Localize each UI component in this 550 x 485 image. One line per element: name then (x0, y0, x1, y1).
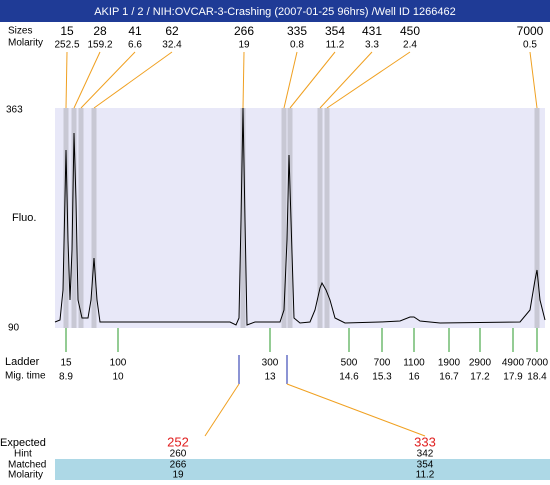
molarity: 19 (172, 470, 184, 480)
ladder-size: 100 (110, 358, 127, 369)
ladder-size: 1100 (403, 358, 425, 369)
molarity: 11.2 (416, 470, 435, 480)
y-max: 363 (6, 105, 23, 116)
ladder-size: 2900 (469, 358, 492, 369)
peak-band (287, 108, 293, 328)
ladder-size: 500 (341, 358, 358, 369)
ladder-size: 15 (60, 358, 72, 369)
mig-time: 16.7 (439, 372, 459, 383)
expected: 333 (414, 434, 436, 449)
peak-band (534, 108, 540, 328)
migtime-label: Mig. time (5, 371, 46, 382)
molarity: 252.5 (54, 40, 79, 51)
molarity: 32.4 (162, 40, 182, 51)
trace (54, 107, 546, 326)
hint-label: Hint (14, 449, 32, 460)
peak-band (63, 108, 69, 328)
molarity: 19 (238, 40, 250, 51)
mig-time: 18.4 (527, 372, 547, 383)
molarity: 0.8 (290, 40, 304, 51)
expected: 252 (167, 434, 189, 449)
mig-time: 10 (112, 372, 124, 383)
ladder-size: 7000 (526, 358, 549, 369)
peak-connector (80, 51, 136, 109)
ladder-size: 4900 (502, 358, 525, 369)
y-label: Fluo. (12, 212, 36, 224)
ladder-label: Ladder (5, 356, 40, 368)
peak-connector (319, 51, 373, 109)
connector (286, 383, 426, 437)
size: 41 (128, 24, 142, 38)
size: 354 (325, 24, 345, 38)
matched-bg (55, 459, 550, 480)
molarity: 159.2 (87, 40, 112, 51)
molarity: 6.6 (128, 40, 142, 51)
peak-band (324, 108, 330, 328)
peak-connector (283, 51, 298, 109)
peak-band (240, 108, 246, 328)
size: 450 (400, 24, 420, 38)
matched: 266 (170, 460, 187, 471)
peak-band (317, 108, 323, 328)
matched-label: Matched (8, 460, 46, 471)
hint: 260 (170, 449, 187, 460)
ladder-size: 300 (262, 358, 279, 369)
mig-time: 13 (264, 372, 276, 383)
expected-label: Expected (0, 437, 46, 449)
mig-time: 14.6 (339, 372, 359, 383)
peak-connector (73, 51, 101, 109)
peak-connector (65, 51, 68, 109)
molarity: 11.2 (326, 40, 345, 51)
matched: 354 (417, 460, 434, 471)
connector (204, 383, 240, 437)
title-bar (0, 0, 550, 22)
size: 335 (287, 24, 307, 38)
peak-connector (529, 51, 538, 109)
size: 15 (60, 24, 74, 38)
sizes-label: Sizes (8, 26, 32, 37)
mig-time: 16 (408, 372, 420, 383)
peak-band (91, 108, 97, 328)
plot-area (55, 108, 545, 328)
molarity-label: Molarity (8, 38, 43, 49)
peak-band (281, 108, 287, 328)
peak-connector (289, 51, 336, 109)
mig-time: 15.3 (372, 372, 392, 383)
size: 28 (93, 24, 107, 38)
mig-time: 17.9 (503, 372, 523, 383)
size: 266 (234, 24, 254, 38)
ladder-size: 1900 (438, 358, 461, 369)
molarity: 2.4 (403, 40, 417, 51)
size: 431 (362, 24, 382, 38)
mig-time: 8.9 (59, 372, 73, 383)
peak-band (78, 108, 84, 328)
peak-band (71, 108, 77, 328)
size: 62 (165, 24, 179, 38)
mig-time: 17.2 (470, 372, 490, 383)
molarity: 3.3 (365, 40, 379, 51)
peak-connector (93, 51, 173, 109)
hint: 342 (417, 449, 434, 460)
molarity-row-label: Molarity (8, 470, 43, 480)
size: 7000 (517, 24, 544, 38)
molarity: 0.5 (523, 40, 537, 51)
peak-connector (242, 51, 245, 109)
peak-connector (326, 51, 411, 109)
y-min: 90 (8, 323, 20, 334)
title: AKIP 1 / 2 / NIH:OVCAR-3-Crashing (2007-… (94, 6, 456, 18)
ladder-size: 700 (374, 358, 391, 369)
